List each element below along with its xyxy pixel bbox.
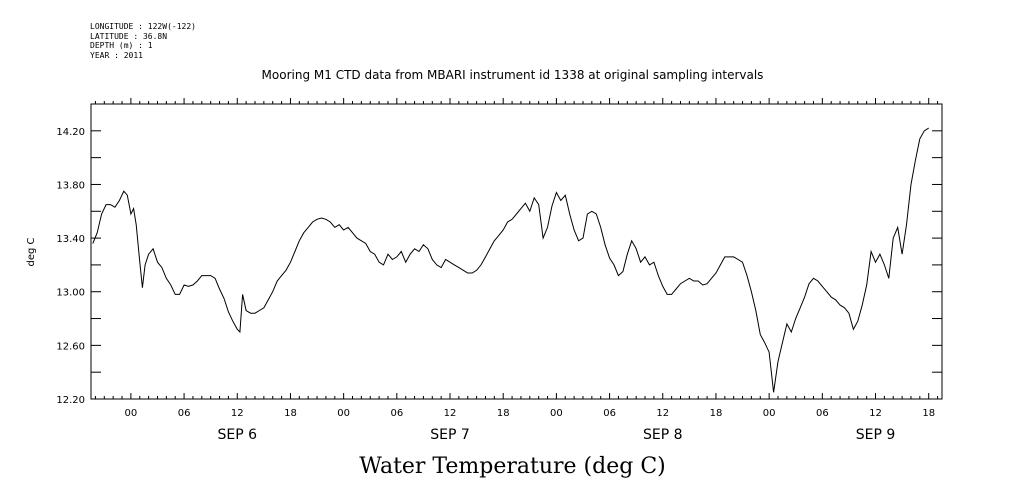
chart-title: Mooring M1 CTD data from MBARI instrumen… xyxy=(261,68,764,82)
metadata-block: LONGITUDE : 122W(-122) LATITUDE : 36.8N … xyxy=(90,22,196,60)
day-label: SEP 6 xyxy=(217,427,257,443)
y-axis: 12.20 12.60 13.00 13.40 13.80 14.20 xyxy=(56,103,942,406)
water-temperature-series-line xyxy=(92,127,929,393)
y-tick-label: 13.40 xyxy=(56,234,85,245)
x-tick-label: 06 xyxy=(390,408,403,419)
x-axis: 00 06 12 18 00 06 12 18 00 06 12 18 00 06 12 18 SEP 6 SEP… xyxy=(94,98,939,443)
x-axis-title: Water Temperature (deg C) xyxy=(359,454,666,479)
x-tick-label: 12 xyxy=(231,408,244,419)
plot-frame xyxy=(90,103,943,400)
day-label: SEP 9 xyxy=(856,427,896,443)
y-tick-label: 12.20 xyxy=(56,395,85,406)
longitude-label: LONGITUDE : 122W(-122) xyxy=(90,22,196,31)
x-tick-label: 06 xyxy=(816,408,829,419)
x-tick-label: 18 xyxy=(710,408,723,419)
y-tick-label: 14.20 xyxy=(56,127,85,138)
x-tick-label: 00 xyxy=(125,408,138,419)
year-label: YEAR : 2011 xyxy=(90,50,143,60)
x-tick-label: 00 xyxy=(337,408,350,419)
y-tick-label: 13.00 xyxy=(56,288,85,299)
day-label: SEP 7 xyxy=(430,427,470,443)
y-tick-label: 13.80 xyxy=(56,180,85,191)
x-tick-label: 12 xyxy=(656,408,669,419)
x-tick-label: 00 xyxy=(550,408,563,419)
day-label: SEP 8 xyxy=(643,427,683,443)
x-tick-label: 12 xyxy=(444,408,457,419)
x-tick-label: 18 xyxy=(497,408,510,419)
latitude-label: LATITUDE : 36.8N xyxy=(90,31,168,41)
x-tick-label: 12 xyxy=(869,408,882,419)
x-tick-label: 00 xyxy=(763,408,776,419)
x-tick-label: 18 xyxy=(284,408,297,419)
depth-label: DEPTH (m) : 1 xyxy=(90,41,153,50)
x-tick-label: 06 xyxy=(178,408,191,419)
y-axis-label: deg C xyxy=(26,237,37,266)
x-tick-label: 18 xyxy=(922,408,935,419)
x-tick-label: 06 xyxy=(603,408,616,419)
y-tick-label: 12.60 xyxy=(56,341,85,352)
